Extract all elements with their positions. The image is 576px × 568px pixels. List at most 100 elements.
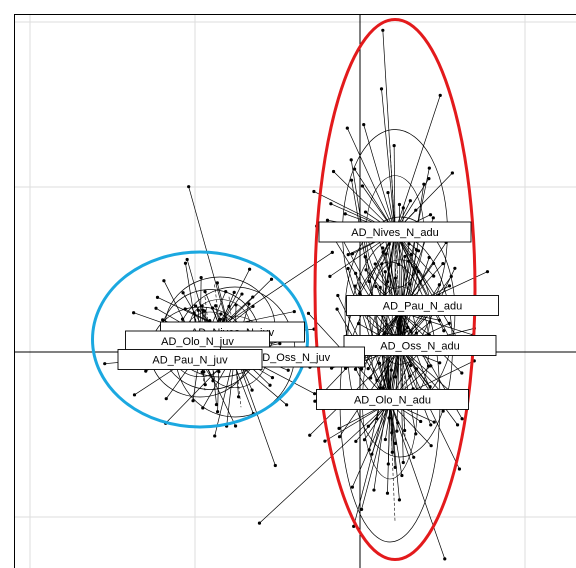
data-point (381, 250, 385, 254)
data-point (192, 311, 196, 315)
group-label: AD_Olo_N_juv (125, 330, 270, 352)
plot-frame (14, 14, 576, 568)
data-point (224, 290, 228, 294)
star-line (399, 346, 432, 426)
data-point (428, 213, 433, 217)
data-point (292, 309, 296, 314)
star-line (389, 401, 400, 500)
star-line (389, 401, 415, 458)
data-point (393, 276, 398, 280)
data-point (349, 178, 354, 182)
data-point (378, 285, 382, 290)
group-label: AD_Nives_N_adu (318, 221, 472, 243)
star-line (347, 231, 396, 349)
data-point (353, 167, 357, 171)
data-point (390, 431, 394, 435)
data-point (222, 318, 226, 322)
data-point (367, 448, 371, 452)
data-point (155, 295, 160, 299)
data-point (396, 421, 400, 425)
data-point (383, 270, 387, 274)
data-point (373, 262, 377, 266)
data-point (416, 269, 420, 274)
data-point (328, 274, 332, 278)
data-point (269, 277, 274, 281)
data-point (414, 331, 418, 335)
data-point (250, 388, 254, 392)
data-point (402, 328, 406, 332)
data-point (403, 254, 407, 259)
data-point (196, 308, 200, 312)
data-point (381, 246, 385, 250)
data-point (218, 317, 222, 321)
data-point (214, 304, 218, 308)
group-label-text: AD_Nives_N_adu (351, 227, 438, 239)
data-point (363, 255, 367, 259)
data-point (409, 329, 413, 333)
data-point (217, 370, 221, 374)
data-point (443, 557, 447, 561)
data-point (387, 416, 391, 420)
data-point (343, 212, 347, 216)
star-line (234, 351, 276, 466)
data-point (414, 266, 418, 270)
data-point (132, 393, 137, 397)
data-point (193, 304, 198, 308)
data-point (369, 376, 373, 380)
group-label-text: AD_Oss_N_juv (255, 352, 331, 364)
data-point (216, 410, 220, 414)
data-point (460, 417, 464, 421)
star-line (259, 401, 391, 524)
data-point (431, 216, 435, 220)
data-point (353, 367, 358, 371)
data-point (406, 325, 410, 329)
data-point (247, 302, 251, 306)
data-point (240, 292, 244, 296)
adult-highlight (313, 18, 477, 561)
data-point (429, 444, 433, 448)
data-point (234, 303, 238, 307)
data-point (353, 284, 357, 288)
data-point (360, 184, 365, 188)
grid-lines (15, 15, 576, 568)
data-point (286, 368, 290, 372)
data-point (418, 280, 422, 284)
data-point (400, 473, 404, 478)
data-point (450, 171, 454, 175)
data-point (437, 283, 441, 287)
data-point (437, 318, 442, 322)
star-line (351, 180, 391, 403)
data-point (432, 274, 436, 278)
data-point (367, 279, 371, 284)
data-point (419, 419, 423, 424)
data-point (337, 426, 341, 430)
data-point (199, 276, 203, 280)
data-point (132, 311, 136, 315)
data-point (447, 284, 452, 288)
data-point (427, 166, 431, 170)
data-point (349, 158, 353, 162)
data-point (331, 169, 336, 174)
data-point (180, 317, 185, 321)
group-label: AD_Pau_N_adu (346, 295, 499, 316)
data-point (412, 455, 416, 459)
data-point (210, 306, 215, 310)
data-point (380, 262, 384, 266)
data-point (214, 402, 219, 407)
data-point (414, 248, 419, 252)
data-point (403, 428, 407, 433)
data-point (359, 367, 364, 371)
data-point (248, 267, 252, 271)
data-point (429, 364, 433, 368)
data-point (227, 304, 231, 309)
data-point (457, 467, 462, 471)
data-point (409, 363, 413, 368)
data-point (377, 361, 382, 365)
highlight-ellipses (91, 18, 477, 561)
data-point (251, 295, 255, 299)
data-point (397, 498, 402, 502)
data-point (215, 281, 219, 285)
data-point (329, 202, 333, 206)
data-point (397, 202, 402, 207)
